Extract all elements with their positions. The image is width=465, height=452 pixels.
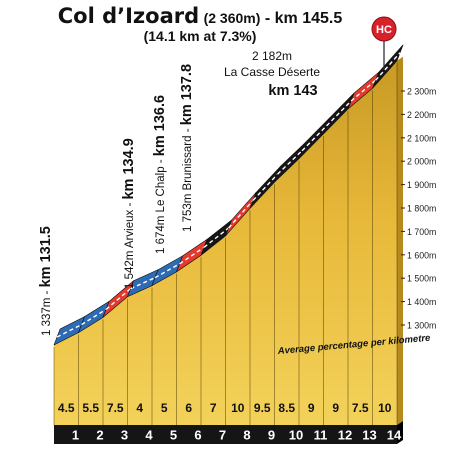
y-tick-label: 1 300m — [407, 321, 436, 331]
road-centre-line — [252, 173, 279, 201]
road-centre-line — [301, 125, 328, 152]
y-tick-label: 1 800m — [407, 204, 436, 214]
road-centre-line — [179, 246, 205, 265]
segment-gradient-label: 6 — [185, 401, 192, 415]
badge-circle — [371, 16, 397, 42]
x-tick-label: 8 — [243, 428, 250, 443]
annotation-place: 1 753m Brunissard - — [182, 125, 194, 232]
annotation-casse-km: km 143 — [268, 83, 317, 99]
annotation-km: km 131.5 — [38, 226, 54, 287]
y-tick-label: 1 600m — [407, 250, 436, 260]
x-tick-label: 7 — [219, 428, 226, 443]
baseline-layer: 1 2 3 4 5 6 7 8 9 10 11 12 13 14 — [54, 421, 403, 444]
road-centre-line — [81, 308, 107, 326]
category-badge: HC — [371, 16, 397, 70]
annotation-place: 1 542m Arvieux - — [124, 200, 136, 289]
road-centre-line — [56, 323, 82, 338]
segment-gradient-label: 7.5 — [107, 401, 124, 415]
gridlines-layer — [53, 62, 398, 425]
road-layer — [53, 44, 404, 346]
y-tick-label: 1 500m — [407, 274, 436, 284]
road-segment — [372, 44, 404, 89]
segment-gradient-label: 9 — [332, 401, 339, 415]
profile-right-face — [397, 56, 403, 425]
climb-summary: (14.1 km at 7.3%) — [143, 28, 257, 44]
base-strip-end — [397, 421, 403, 444]
x-tick-label: 12 — [338, 428, 352, 443]
annotation-start: 1 337m - km 131.5 — [38, 226, 54, 336]
profile-fill-layer — [54, 56, 403, 425]
x-tick-label: 10 — [289, 428, 303, 443]
annotation-arvieux: 1 542m Arvieux - km 134.9 — [121, 138, 137, 289]
y-tick-label: 2 300m — [407, 87, 436, 97]
annotation-casse-name: La Casse Déserte — [224, 65, 320, 79]
y-tick-label: 1 700m — [407, 227, 436, 237]
segment-gradient-label: 4.5 — [58, 401, 75, 415]
y-tick-label: 1 900m — [407, 180, 436, 190]
x-tick-label: 11 — [314, 428, 328, 443]
x-tick-label: 2 — [96, 428, 103, 443]
x-tick-label: 14 — [387, 428, 402, 443]
chart-title: Col d’Izoard (2 360m) - km 145.5 (14.1 k… — [0, 4, 400, 44]
annotation-place: 1 674m Le Chalp - — [155, 156, 167, 254]
road-centre-line — [375, 52, 401, 81]
x-tick-label: 1 — [72, 428, 79, 443]
x-tick-label: 13 — [362, 428, 376, 443]
segment-gradient-label: 9.5 — [254, 401, 271, 415]
segment-gradient-label: 7 — [210, 401, 217, 415]
road-centre-line — [326, 100, 352, 127]
summit-km: - km 145.5 — [264, 10, 343, 27]
x-tick-label: 6 — [194, 428, 201, 443]
segment-gradient-label: 5 — [161, 401, 168, 415]
annotation-casse-elevation: 2 182m — [252, 49, 292, 63]
segment-gradient-label: 10 — [231, 401, 245, 415]
x-tick-label: 3 — [121, 428, 128, 443]
road-centre-line — [154, 263, 180, 279]
y-tick-label: 2 200m — [407, 110, 436, 120]
summit-elevation: (2 360m) — [203, 10, 261, 26]
segment-gradient-label: 4 — [136, 401, 143, 415]
annotation-km: km 137.8 — [179, 64, 195, 125]
segment-gradient-label: 7.5 — [352, 401, 369, 415]
road-centre-line — [203, 227, 229, 248]
climb-name: Col d’Izoard — [57, 4, 200, 28]
annotation-km: km 134.9 — [121, 138, 137, 199]
title-line-1: Col d’Izoard (2 360m) - km 145.5 — [0, 4, 400, 28]
annotation-place: 1 337m - — [41, 287, 53, 336]
y-tick-label: 1 400m — [407, 297, 436, 307]
road-centre-line — [228, 199, 254, 229]
segment-gradient-label: 8.5 — [278, 401, 295, 415]
segment-gradient-label: 9 — [308, 401, 315, 415]
km-base-strip — [54, 425, 397, 444]
x-tick-label: 4 — [145, 428, 153, 443]
x-tick-label: 9 — [268, 428, 275, 443]
annotation-km: km 136.6 — [152, 95, 168, 156]
x-tick-label: 5 — [170, 428, 177, 443]
y-tick-label: 2 000m — [407, 157, 436, 167]
road-centre-line — [130, 277, 156, 290]
road-centre-line — [105, 288, 132, 310]
y-tick-label: 2 100m — [407, 133, 436, 143]
badge-label: HC — [376, 24, 392, 36]
segment-gradient-label: 10 — [378, 401, 392, 415]
labels-layer: 4.5 5.5 7.5 4 5 6 7 10 9.5 8.5 9 9 7.5 10 2 300m 2 200m… — [38, 49, 436, 415]
annotation-brunissard: 1 753m Brunissard - km 137.8 — [179, 64, 195, 232]
road-centre-line — [350, 79, 377, 102]
segment-gradient-label: 5.5 — [82, 401, 99, 415]
annotation-le-chalp: 1 674m Le Chalp - km 136.6 — [152, 95, 168, 254]
road-centre-line — [277, 150, 303, 175]
